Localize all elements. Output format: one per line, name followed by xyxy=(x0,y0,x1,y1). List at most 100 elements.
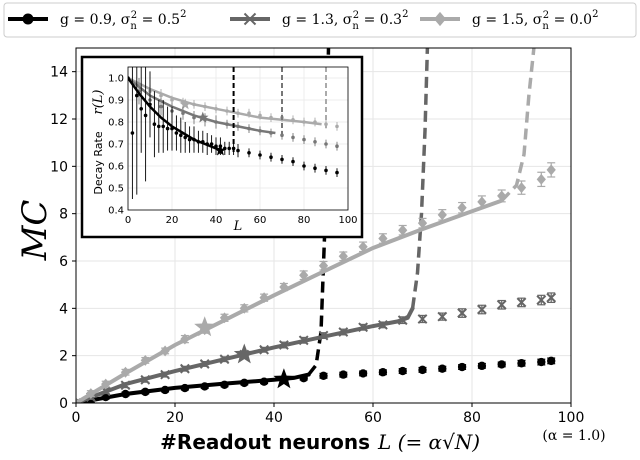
tick-label-x-2: 40 xyxy=(265,410,283,426)
inset-series-0 xyxy=(128,67,339,199)
series-1-point-14 xyxy=(338,327,349,337)
series-1-point-15 xyxy=(358,322,369,333)
inset-series-0-point-29 xyxy=(280,157,284,162)
series-1-point-8 xyxy=(219,354,230,365)
tick-label-x-1: 20 xyxy=(166,410,184,426)
legend-label-0-part-3: = 0.5 xyxy=(137,12,180,28)
inset-series-1-point-10 xyxy=(247,126,251,131)
series-2-point-6 xyxy=(180,333,190,345)
legend-label-0: g = 0.9, σn2 = 0.52 xyxy=(60,9,186,32)
inset-series-0-point-15 xyxy=(192,137,196,142)
inset-y-axis-label-math: r(L) xyxy=(91,90,106,115)
inset-series-0-point-25 xyxy=(236,148,240,153)
inset-series-0-point-17 xyxy=(201,140,205,144)
inset-series-2-point-17 xyxy=(324,122,328,126)
inset-series-0-point-8 xyxy=(161,124,165,129)
series-1-star xyxy=(233,343,255,364)
series-2-point-21 xyxy=(477,196,487,208)
series-0-divergence xyxy=(307,48,331,376)
legend-marker-0 xyxy=(22,13,34,25)
series-1-point-20-b xyxy=(457,308,468,318)
series-2-point-14 xyxy=(338,250,348,262)
inset-series-2-point-2 xyxy=(159,93,163,98)
inset-tick-label-y-4: 0.8 xyxy=(108,118,124,129)
series-1-point-12 xyxy=(298,335,309,346)
inset-series-1-point-14 xyxy=(291,135,295,140)
series-1-point-25-b xyxy=(546,292,557,303)
inset-series-0-point-23 xyxy=(227,146,231,151)
series-1-point-24 xyxy=(536,295,547,305)
series-0-point-25 xyxy=(547,356,556,366)
series-2-divergence xyxy=(500,48,536,202)
series-1-point-5-b xyxy=(160,369,171,380)
series-1-point-18 xyxy=(417,314,428,324)
series-0-point-2 xyxy=(101,392,110,402)
series-0-star xyxy=(273,368,295,389)
legend-label-2-part-1: n xyxy=(542,21,549,32)
inset-tick-label-y-6: 1.0 xyxy=(108,74,124,85)
series-0-point-3 xyxy=(121,389,130,399)
inset-series-0-point-3 xyxy=(139,107,143,111)
series-1-point-10-b xyxy=(259,344,270,355)
inset-series-1-point-5 xyxy=(192,115,196,120)
inset-series-0-point-10 xyxy=(170,126,174,131)
inset-series-0-point-7 xyxy=(157,124,161,129)
inset-series-1-point-7 xyxy=(214,120,218,124)
inset-series-1-point-8 xyxy=(225,122,229,126)
series-2-point-24 xyxy=(536,173,546,185)
legend-marker-1 xyxy=(243,12,257,26)
series-0-point-19 xyxy=(438,364,447,373)
inset-series-0-point-2 xyxy=(135,93,139,98)
inset-series-1 xyxy=(128,67,339,151)
inset-series-2-point-10 xyxy=(247,111,251,115)
inset-series-0-point-20 xyxy=(214,144,218,148)
tick-label-y-7: 14 xyxy=(50,65,68,81)
inset-series-2-point-12 xyxy=(269,115,273,120)
series-2-point-22 xyxy=(497,190,507,202)
series-1-point-2-b xyxy=(100,386,111,397)
series-0-point-20 xyxy=(457,362,467,372)
inset-tick-label-y-3: 0.7 xyxy=(108,140,124,151)
inset-series-1-point-2 xyxy=(159,104,163,109)
x-axis-label: #Readout neurons xyxy=(160,430,370,454)
inset-series-2-point-11 xyxy=(258,113,262,118)
legend-label-2-part-0: g = 1.5, σ xyxy=(472,12,543,28)
series-1-point-14-b xyxy=(338,327,349,337)
inset-series-0-point-13 xyxy=(183,135,187,140)
series-2-point-8 xyxy=(219,312,230,324)
series-0-point-5 xyxy=(160,385,170,395)
inset-series-2-point-16 xyxy=(313,120,317,124)
tick-label-x-4: 80 xyxy=(463,410,481,426)
inset-series-0-point-6 xyxy=(152,122,157,126)
series-1-point-18-b xyxy=(417,314,428,324)
series-1-point-17-b xyxy=(397,315,408,326)
legend-label-2: g = 1.5, σn2 = 0.02 xyxy=(472,9,598,32)
inset-series-2-point-7 xyxy=(214,107,218,111)
inset-series-2-point-14 xyxy=(291,118,295,122)
inset-tick-label-y-1: 0.5 xyxy=(108,184,124,195)
inset-series-0-point-9 xyxy=(165,126,170,131)
inset-tick-label-x-3: 60 xyxy=(254,215,267,226)
series-1-point-12-b xyxy=(298,335,309,346)
series-2-fit xyxy=(76,198,504,403)
inset-series-1-star xyxy=(197,111,209,123)
x-axis-note: (α = 1.0) xyxy=(542,428,605,444)
series-2-star xyxy=(194,316,216,337)
legend-marker-1-b xyxy=(243,12,257,26)
inset-series-0-point-28 xyxy=(269,155,273,159)
series-2-point-5 xyxy=(160,345,170,357)
series-2-point-0 xyxy=(76,397,81,403)
inset-plot-frame xyxy=(127,66,349,211)
series-1-point-4-b xyxy=(140,374,151,385)
series-2-point-1 xyxy=(86,388,96,399)
legend-label-1-part-1: n xyxy=(352,21,359,32)
series-1-point-10 xyxy=(259,344,270,355)
inset-series-group xyxy=(128,67,339,199)
series-0-point-15 xyxy=(358,369,368,378)
series-0-point-21 xyxy=(477,361,487,371)
legend-label-2-part-3: = 0.0 xyxy=(549,12,592,28)
inset-series-0-point-12 xyxy=(179,133,183,137)
series-1-point-25 xyxy=(546,292,557,303)
series-1-point-8-b xyxy=(219,354,230,365)
inset-series-0-point-4 xyxy=(143,113,148,118)
